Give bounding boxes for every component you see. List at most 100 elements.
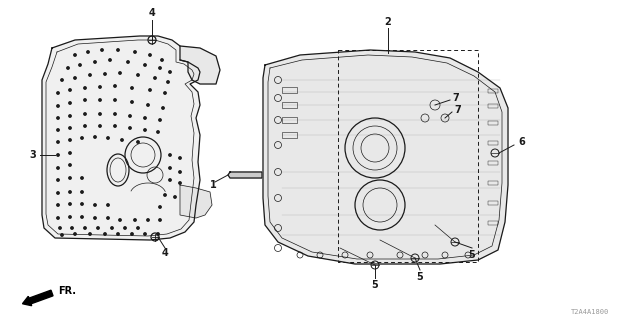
Text: 2: 2	[385, 17, 392, 27]
Circle shape	[164, 194, 166, 196]
Circle shape	[124, 227, 126, 229]
Polygon shape	[180, 46, 220, 84]
Text: 5: 5	[417, 272, 424, 282]
Circle shape	[117, 233, 119, 235]
Circle shape	[144, 64, 146, 66]
Circle shape	[131, 87, 133, 89]
Circle shape	[61, 79, 63, 81]
Bar	[488, 141, 498, 145]
Circle shape	[157, 131, 159, 133]
Circle shape	[69, 115, 71, 117]
Bar	[488, 89, 498, 93]
Bar	[282, 102, 297, 108]
Circle shape	[179, 182, 181, 184]
Circle shape	[131, 233, 133, 235]
Circle shape	[57, 167, 60, 169]
Circle shape	[81, 203, 83, 205]
Circle shape	[114, 113, 116, 115]
Circle shape	[69, 216, 71, 218]
Text: 5: 5	[468, 250, 476, 260]
Text: 7: 7	[452, 93, 459, 103]
Circle shape	[57, 141, 60, 143]
Circle shape	[107, 137, 109, 139]
Circle shape	[81, 191, 83, 193]
Circle shape	[149, 54, 151, 56]
Circle shape	[149, 89, 151, 91]
Circle shape	[119, 72, 121, 74]
Circle shape	[107, 217, 109, 219]
Circle shape	[179, 157, 181, 159]
Circle shape	[164, 92, 166, 94]
Circle shape	[87, 51, 89, 53]
Text: T2A4A1800: T2A4A1800	[571, 309, 609, 315]
Circle shape	[129, 115, 131, 117]
Text: 5: 5	[372, 280, 378, 290]
Circle shape	[157, 233, 159, 235]
Circle shape	[69, 152, 71, 154]
Circle shape	[89, 233, 92, 235]
Circle shape	[127, 61, 129, 63]
Circle shape	[111, 227, 113, 229]
Circle shape	[57, 179, 60, 181]
Circle shape	[144, 233, 146, 235]
Circle shape	[137, 141, 140, 143]
Circle shape	[121, 139, 124, 141]
Circle shape	[104, 233, 106, 235]
Circle shape	[137, 74, 140, 76]
Circle shape	[57, 92, 60, 94]
Circle shape	[89, 74, 92, 76]
Circle shape	[79, 64, 81, 66]
Bar	[488, 104, 498, 108]
Circle shape	[69, 127, 71, 129]
Circle shape	[69, 89, 71, 91]
Circle shape	[94, 217, 96, 219]
Circle shape	[74, 54, 76, 56]
Bar	[282, 132, 297, 138]
Circle shape	[144, 117, 146, 119]
Bar	[488, 221, 498, 225]
Circle shape	[161, 59, 163, 61]
Circle shape	[134, 219, 136, 221]
Polygon shape	[180, 185, 212, 218]
Circle shape	[162, 107, 164, 109]
Circle shape	[159, 119, 161, 121]
Circle shape	[84, 113, 86, 115]
Circle shape	[94, 136, 96, 138]
Circle shape	[69, 177, 71, 179]
Bar	[488, 181, 498, 185]
Circle shape	[97, 227, 99, 229]
Circle shape	[67, 67, 69, 69]
Text: 4: 4	[162, 248, 168, 258]
Circle shape	[57, 217, 60, 219]
Circle shape	[147, 104, 149, 106]
Circle shape	[159, 67, 161, 69]
Circle shape	[169, 71, 172, 73]
Circle shape	[99, 86, 101, 88]
Polygon shape	[42, 36, 200, 240]
Circle shape	[159, 206, 161, 208]
Circle shape	[59, 227, 61, 229]
Polygon shape	[228, 172, 262, 178]
Circle shape	[114, 99, 116, 101]
Circle shape	[144, 129, 146, 131]
Circle shape	[69, 102, 71, 104]
Bar	[488, 121, 498, 125]
Circle shape	[84, 99, 86, 101]
Circle shape	[57, 117, 60, 119]
Bar	[488, 201, 498, 205]
Circle shape	[169, 179, 172, 181]
Circle shape	[81, 137, 83, 139]
Circle shape	[109, 59, 111, 61]
Bar	[282, 87, 297, 93]
Circle shape	[99, 113, 101, 115]
Circle shape	[69, 191, 71, 193]
Circle shape	[167, 81, 169, 83]
Circle shape	[71, 227, 73, 229]
Circle shape	[57, 129, 60, 131]
Text: 6: 6	[518, 137, 525, 147]
Text: 1: 1	[210, 180, 216, 190]
Circle shape	[129, 127, 131, 129]
Circle shape	[179, 171, 181, 173]
Circle shape	[119, 219, 121, 221]
Circle shape	[81, 177, 83, 179]
